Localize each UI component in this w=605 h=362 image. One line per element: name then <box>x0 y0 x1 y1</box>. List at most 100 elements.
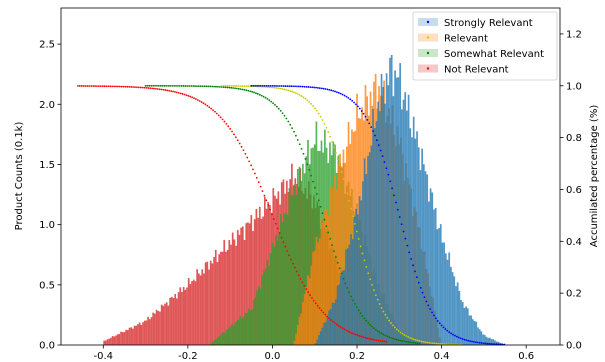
curve-point <box>256 84 258 87</box>
curve-point <box>101 85 104 88</box>
histogram-bar <box>477 327 479 345</box>
histogram-bar <box>444 253 447 345</box>
curve-point <box>216 85 219 88</box>
curve-point <box>290 85 293 88</box>
histogram-bar <box>247 308 250 345</box>
curve-point <box>352 332 355 335</box>
curve-point <box>327 231 330 234</box>
curve-point <box>448 331 451 334</box>
histogram-bar <box>392 96 395 345</box>
histogram-bar <box>376 108 379 345</box>
y2-tick-label: 0.2 <box>566 289 582 300</box>
curve-point <box>374 294 377 297</box>
histogram-bar <box>150 317 153 345</box>
y2-tick-label: 1.2 <box>566 29 582 40</box>
curve-point <box>268 86 271 89</box>
histogram-bar <box>333 303 336 345</box>
curve-point <box>237 85 240 87</box>
histogram-bar <box>327 215 330 345</box>
histogram-bar <box>285 212 287 345</box>
histogram-bar <box>347 121 350 345</box>
curve-point <box>338 164 341 167</box>
curve-point <box>178 85 181 87</box>
curve-point <box>251 90 254 93</box>
curve-point <box>228 84 231 87</box>
curve-point <box>250 84 253 87</box>
curve-point <box>294 85 296 88</box>
x-tick-label: 0.6 <box>518 351 534 362</box>
histogram-bar <box>379 111 381 346</box>
y-axis-right: 0.0 0.2 0.4 0.6 0.8 1.0 1.2 <box>560 29 582 352</box>
curve-point <box>105 85 108 88</box>
histogram-bar <box>170 296 173 345</box>
curve-point <box>183 93 186 96</box>
histogram-bar <box>281 222 284 345</box>
histogram-bar <box>389 57 391 346</box>
curve-point <box>386 335 389 338</box>
curve-point <box>396 208 399 211</box>
curve-point <box>295 270 298 273</box>
curve-point <box>418 340 421 342</box>
histogram-bar <box>478 329 481 345</box>
curve-point <box>155 87 157 90</box>
histogram-bar <box>348 244 351 345</box>
legend-marker <box>426 51 430 55</box>
histogram-bar <box>214 249 217 345</box>
histogram-bar <box>406 110 408 345</box>
curve-point <box>287 89 290 92</box>
curve-point <box>401 332 404 335</box>
curve-point <box>331 140 333 143</box>
histogram-bar <box>135 325 138 345</box>
curve-point <box>222 86 225 89</box>
curve-point <box>167 84 170 87</box>
histogram-bar <box>137 324 139 345</box>
curve-point <box>291 90 293 93</box>
curve-point <box>425 300 428 303</box>
histogram-bar <box>295 194 297 345</box>
curve-point <box>335 323 338 326</box>
histogram-bar <box>121 332 124 345</box>
curve-point <box>349 98 352 101</box>
curve-point <box>418 342 421 345</box>
histogram-bar <box>228 240 231 345</box>
curve-point <box>312 180 314 183</box>
curve-point <box>209 85 212 88</box>
histogram-bar <box>330 188 333 345</box>
curve-point <box>147 87 150 89</box>
curve-point <box>210 107 213 110</box>
curve-point <box>381 155 384 158</box>
curve-point <box>490 342 492 345</box>
curve-point <box>303 284 306 287</box>
y2-tick-label: 0.4 <box>566 237 582 248</box>
curve-point <box>302 152 305 155</box>
histogram-bar <box>460 299 462 345</box>
curve-point <box>337 91 340 94</box>
histogram-bar <box>312 251 314 345</box>
histogram-bar <box>104 340 107 345</box>
curve-point <box>283 88 286 91</box>
curve-point <box>237 87 240 90</box>
curve-point <box>376 298 379 301</box>
histogram-bar <box>157 310 160 345</box>
curve-point <box>97 85 100 88</box>
histogram-bar <box>354 130 357 345</box>
y-tick-label: 2.0 <box>39 100 55 111</box>
histogram-bar <box>398 144 401 345</box>
curve-point <box>261 190 264 193</box>
curve-point <box>180 85 183 87</box>
curve-point <box>334 151 337 154</box>
histogram-bar <box>375 121 378 346</box>
curve-point <box>283 114 286 117</box>
histogram-bar <box>380 73 383 345</box>
curve-point <box>454 334 456 337</box>
curve-point <box>282 241 285 244</box>
histogram-bar <box>115 335 117 345</box>
curve-point <box>436 319 439 322</box>
histogram-bar <box>248 223 251 345</box>
histogram-bar <box>329 186 331 345</box>
curve-point <box>326 88 329 91</box>
curve-point <box>330 89 333 92</box>
curve-point <box>236 85 238 87</box>
curve-point <box>163 84 166 87</box>
histogram-bar <box>340 275 342 345</box>
